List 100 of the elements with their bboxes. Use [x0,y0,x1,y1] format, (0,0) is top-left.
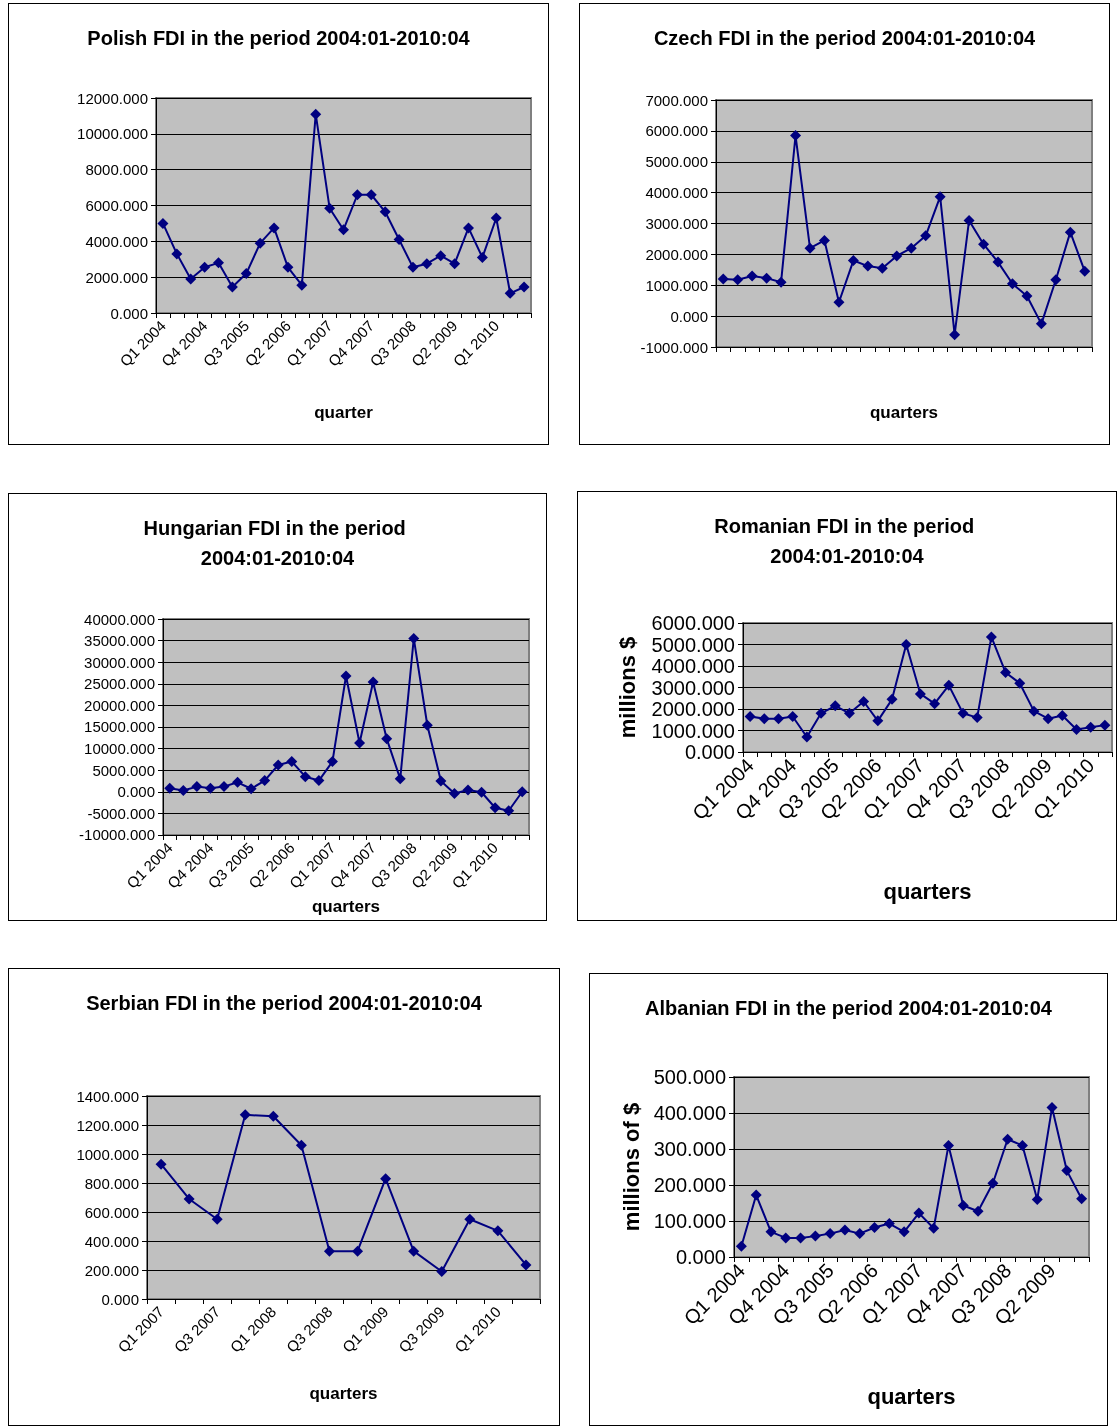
point [213,257,224,269]
point [858,695,870,707]
point [765,1226,777,1238]
point [761,272,773,284]
point [1014,677,1026,689]
y-tick-label: 10000.000 [84,740,155,758]
point [1021,290,1033,302]
point [204,782,216,794]
y-tick-label: 5000.000 [92,761,155,779]
point [164,782,176,794]
point [1061,1165,1073,1177]
point [876,262,888,274]
y-tick-label: 4000.000 [85,232,148,250]
point [489,802,501,814]
point [869,1221,881,1233]
point [929,698,941,710]
point [787,711,799,723]
point [872,715,884,727]
y-tick-label: 200.000 [653,1174,726,1196]
point [914,688,926,700]
point [155,1158,167,1170]
y-tick-label: 0.000 [110,304,148,322]
point [504,287,516,299]
point [490,212,502,224]
chart-title: Czech FDI in the period 2004:01-2010:04 [653,27,1036,49]
y-tick-label: 0.000 [117,783,155,801]
y-tick-label: 0.000 [101,1290,139,1308]
point [380,1173,392,1185]
point [240,268,252,280]
point [268,222,280,234]
x-axis-title: quarters [309,1384,378,1403]
y-tick-label: 30000.000 [84,653,155,671]
point [886,693,898,705]
chart-title: Albanian FDI in the period 2004:01-2010:04 [645,997,1053,1019]
point [267,1110,279,1122]
y-axis-title: millions $ [614,636,640,739]
point [928,1222,940,1234]
point [900,639,912,650]
y-tick-label: 400.000 [84,1232,139,1250]
y-tick-label: 1400.000 [76,1087,139,1105]
y-tick-label: 0.000 [670,307,708,325]
point [735,1240,747,1252]
point [891,250,903,262]
point [775,276,787,288]
point [992,256,1004,268]
y-tick-label: 10000.000 [77,125,148,143]
point [985,631,997,643]
y-axis-title: millions of $ [619,1102,645,1232]
point [407,261,419,273]
point [1035,318,1047,330]
point [393,234,405,246]
point [1000,666,1012,678]
point [942,1139,954,1151]
point [435,775,447,787]
point [833,296,845,308]
y-tick-label: 5000.000 [645,153,708,171]
y-tick-label: 0.000 [675,1246,726,1268]
point [520,1259,532,1271]
y-tick-label: 1000.000 [645,276,708,294]
y-tick-label: 35000.000 [84,632,155,650]
point [211,1213,223,1225]
point [463,222,474,234]
point [717,273,729,285]
y-tick-label: 500.000 [653,1066,726,1088]
y-tick-label: 6000.000 [651,612,735,634]
point [518,281,530,293]
point [157,217,169,229]
point [185,273,197,285]
point [971,712,983,724]
point [815,707,827,719]
point [239,1109,251,1121]
point [323,1245,335,1257]
point [949,329,961,341]
point [259,775,271,787]
y-tick-label: 4000.000 [645,184,708,202]
y-tick-label: 2000.000 [85,268,148,286]
point [338,224,349,236]
point [1042,713,1054,725]
x-axis-title: quarter [314,403,374,422]
point [367,676,379,688]
y-tick-label: 1000.000 [76,1145,139,1163]
point [232,776,244,788]
y-tick-label: 6000.000 [645,122,708,140]
point [464,1213,476,1225]
y-tick-label: 1200.000 [76,1116,139,1134]
point [829,700,841,712]
point [1085,721,1097,733]
point [326,756,338,768]
point [226,281,238,293]
point [379,206,391,218]
point [818,234,830,246]
point [780,1232,792,1244]
y-tick-label: 15000.000 [84,718,155,736]
point [408,1245,420,1257]
point [1028,705,1040,717]
point [804,242,816,254]
point [824,1228,836,1240]
point [394,773,406,785]
point [987,1177,999,1189]
point [199,261,211,273]
